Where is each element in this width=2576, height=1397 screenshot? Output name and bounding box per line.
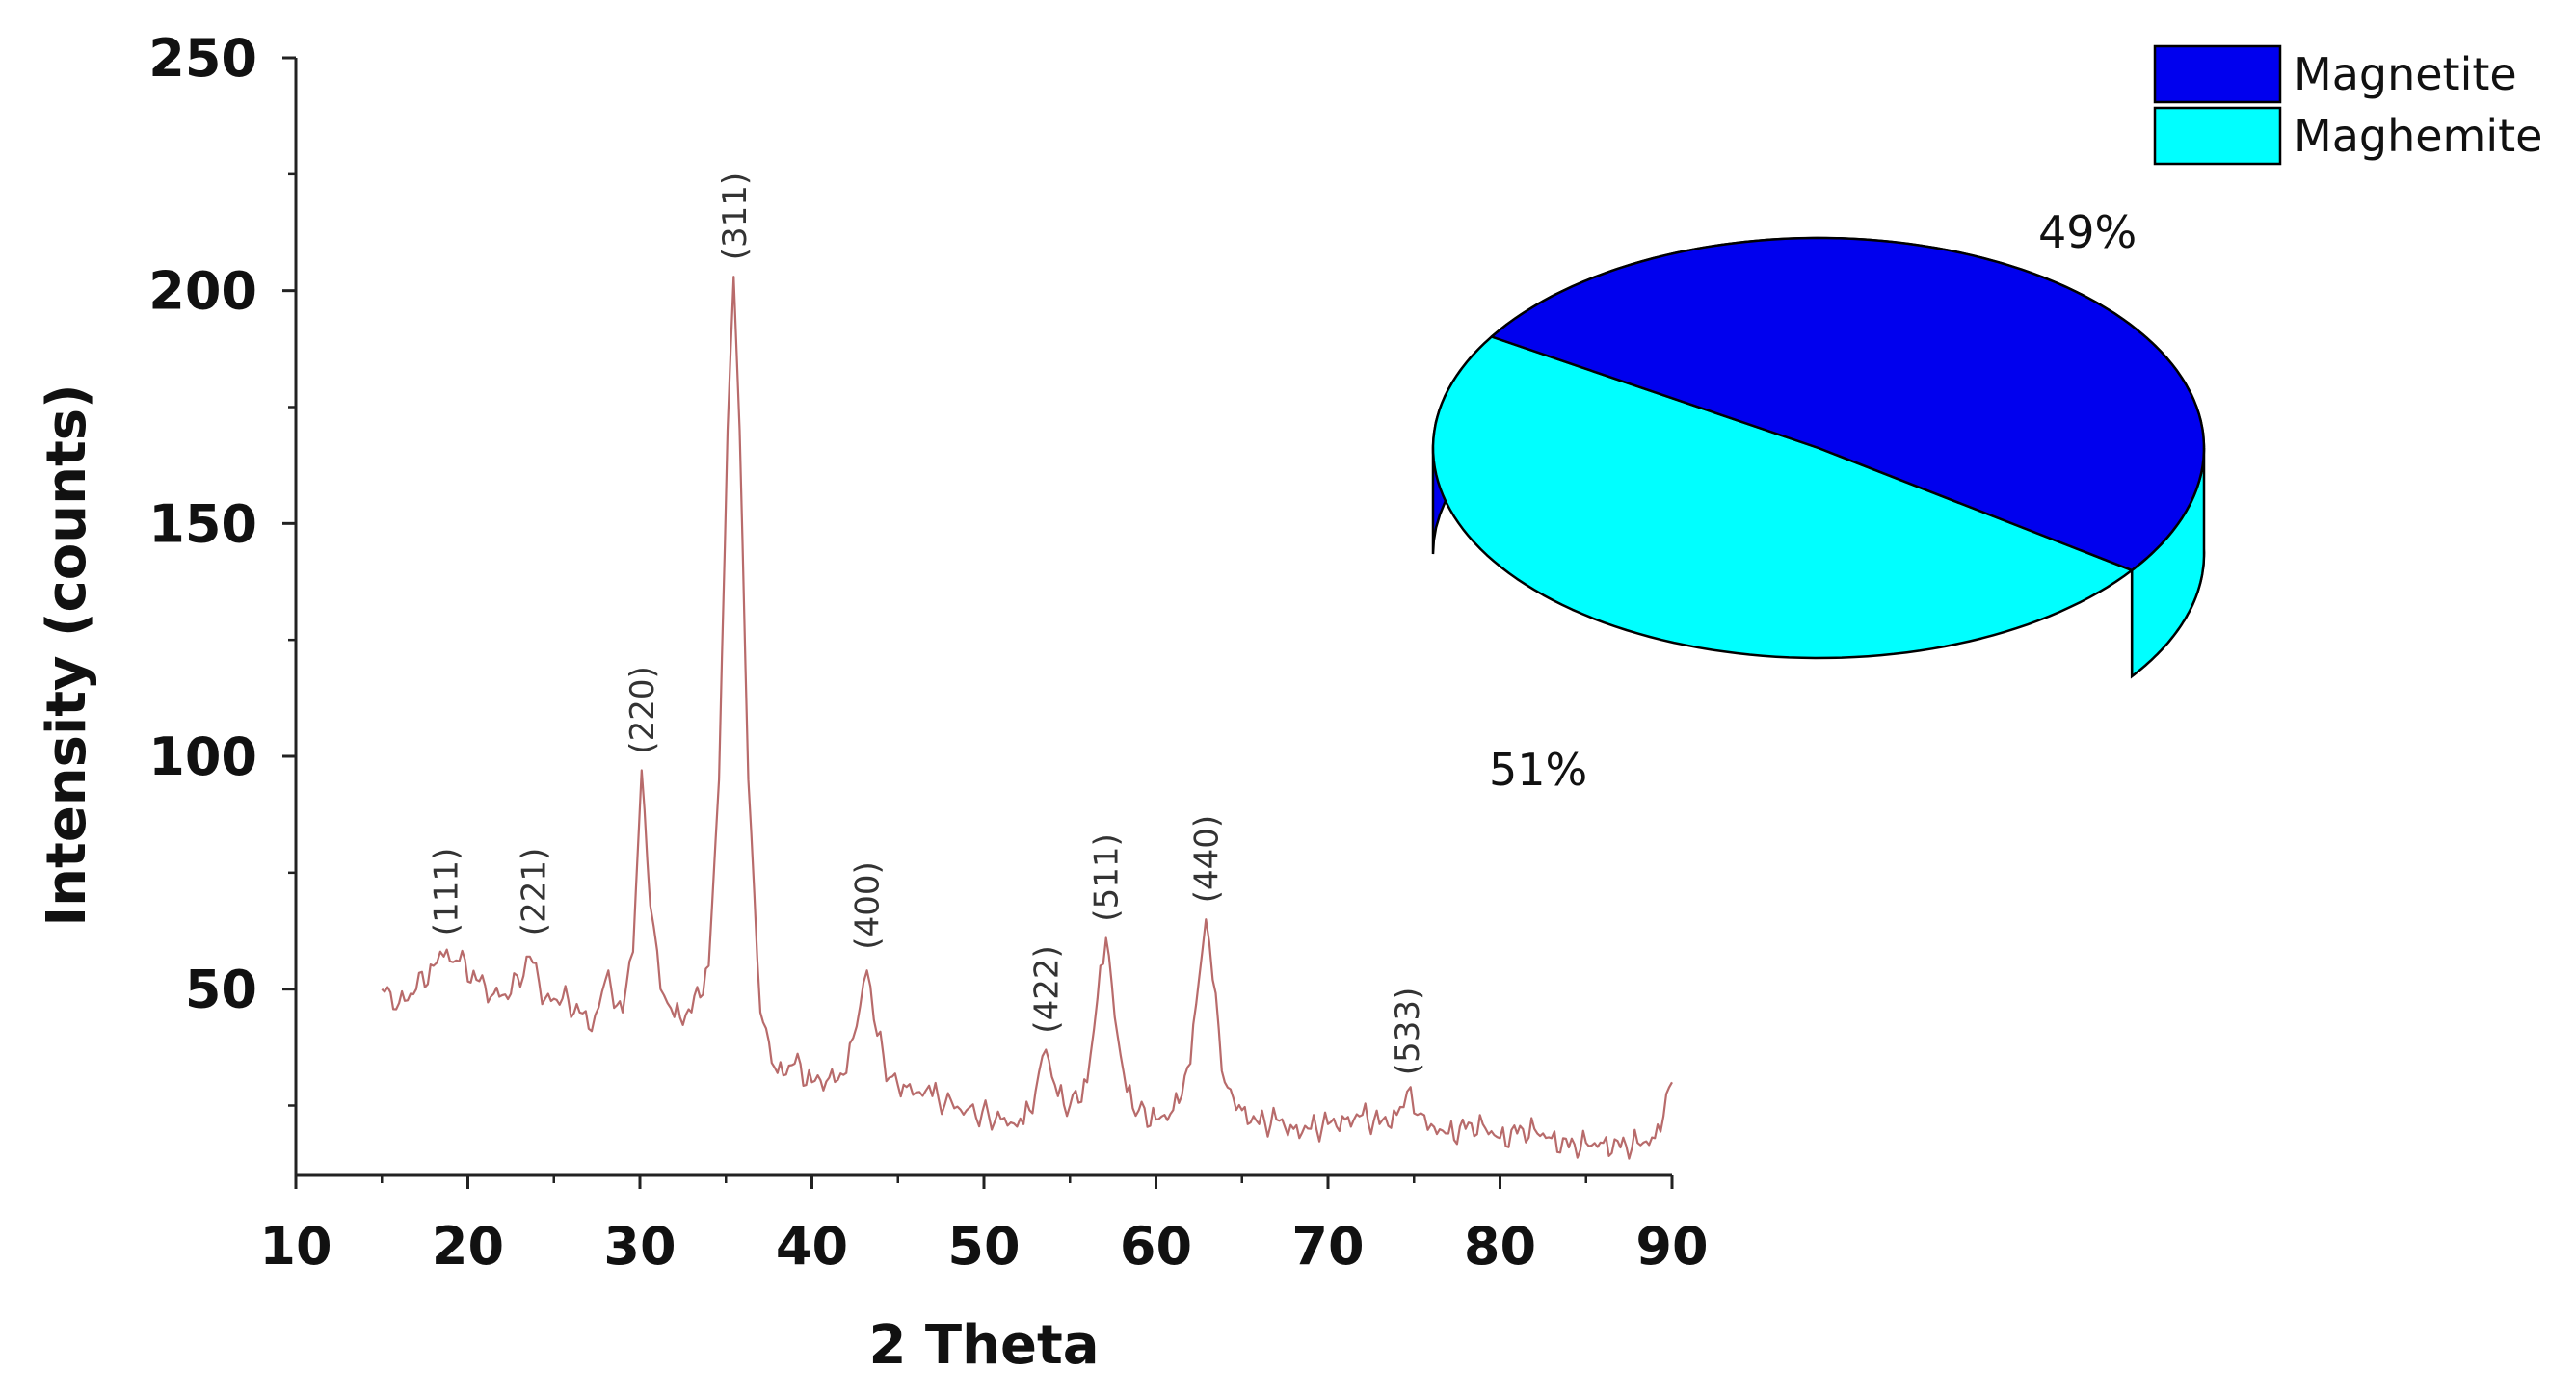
peak-labels: (111) (221) (220) (311) (400) (422) (511) (440)…	[427, 172, 1427, 1075]
x-tick-label: 50	[947, 1216, 1020, 1277]
peak-label: (440)	[1187, 815, 1226, 903]
peak-label: (422)	[1027, 945, 1066, 1033]
y-tick-label: 150	[148, 493, 257, 554]
x-axis-ticks: 10 20 30 40 50 60 70 80 90	[259, 1175, 1709, 1277]
series-line	[381, 276, 1673, 1160]
peak-label: (220)	[624, 666, 662, 753]
x-tick-label: 70	[1291, 1216, 1364, 1277]
peak-label: (221)	[515, 848, 553, 936]
peak-label: (511)	[1088, 833, 1127, 921]
y-tick-label: 200	[148, 261, 257, 322]
y-axis-ticks: 50 100 150 200 250	[148, 28, 296, 1107]
y-axis-title: Intensity (counts)	[36, 383, 98, 926]
pie-slice-magnetite	[1490, 236, 2206, 572]
pie-slices	[1431, 236, 2206, 679]
x-tick-label: 60	[1120, 1216, 1192, 1277]
slice-label-maghemite: 49%	[2038, 206, 2137, 258]
legend-label-maghemite: Maghemite	[2294, 110, 2542, 162]
legend-label-magnetite: Magnetite	[2294, 48, 2517, 100]
peak-label: (533)	[1389, 988, 1427, 1075]
slice-label-magnetite: 51%	[1489, 744, 1587, 796]
legend-swatch-magnetite	[2153, 44, 2282, 104]
x-tick-label: 90	[1635, 1216, 1708, 1277]
x-tick-label: 20	[432, 1216, 504, 1277]
peak-label: (111)	[427, 848, 465, 936]
y-tick-label: 50	[185, 960, 257, 1020]
pie-chart: 51% 49%	[1431, 206, 2206, 796]
x-tick-label: 30	[603, 1216, 676, 1277]
y-tick-label: 250	[148, 28, 257, 89]
y-tick-label: 100	[148, 726, 257, 787]
pie-slice-maghemite	[1431, 335, 2134, 660]
x-tick-label: 80	[1464, 1216, 1536, 1277]
peak-label: (311)	[716, 172, 755, 260]
x-tick-label: 10	[259, 1216, 332, 1277]
pie-legend: Magnetite Maghemite	[2153, 44, 2542, 166]
x-tick-label: 40	[776, 1216, 848, 1277]
legend-swatch-maghemite	[2153, 106, 2282, 166]
peak-label: (400)	[849, 861, 888, 949]
x-axis-title: 2 Theta	[868, 1314, 1099, 1377]
